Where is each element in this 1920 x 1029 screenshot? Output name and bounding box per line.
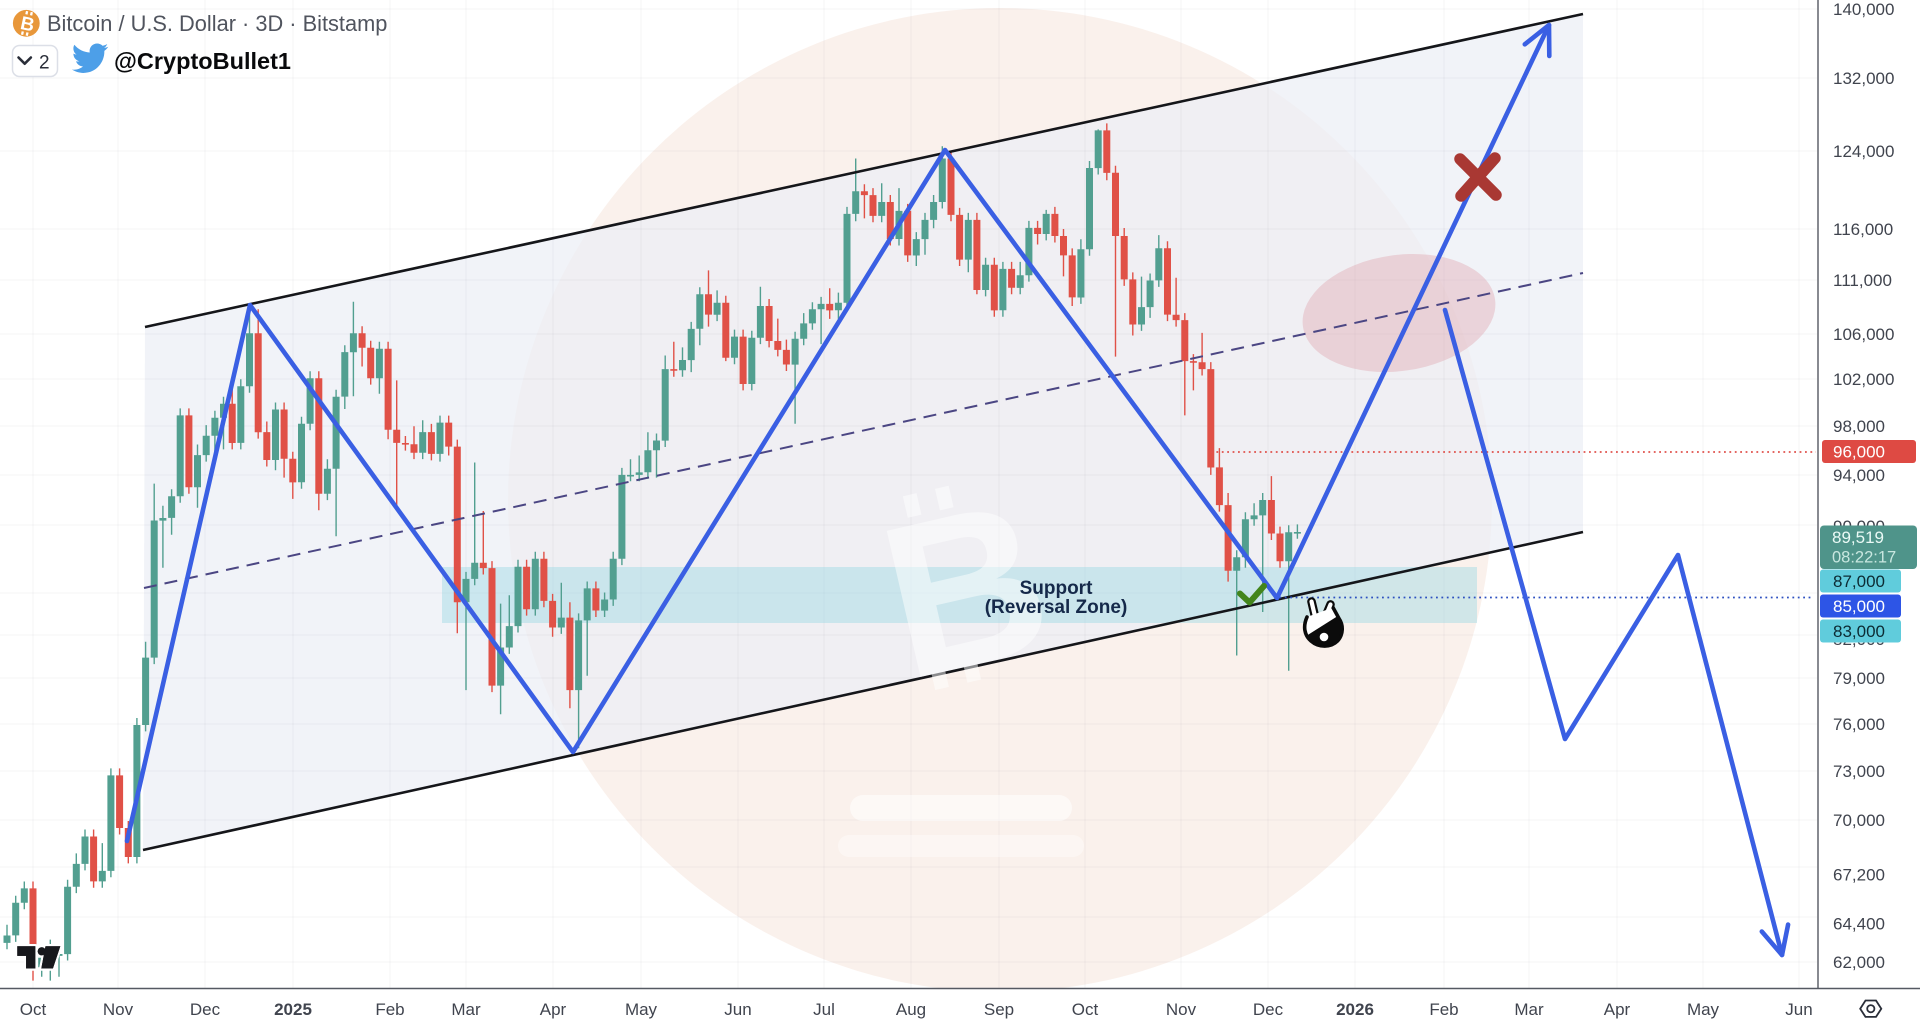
svg-text:76,000: 76,000 [1833,715,1885,734]
svg-text:79,000: 79,000 [1833,669,1885,688]
svg-text:Sep: Sep [984,1000,1014,1019]
svg-text:Jul: Jul [813,1000,835,1019]
svg-text:2: 2 [39,53,50,74]
svg-text:Nov: Nov [103,1000,134,1019]
svg-text:94,000: 94,000 [1833,466,1885,485]
svg-text:@CryptoBullet1: @CryptoBullet1 [114,48,291,74]
svg-text:May: May [625,1000,658,1019]
svg-text:98,000: 98,000 [1833,417,1885,436]
svg-text:83,000: 83,000 [1833,622,1885,641]
svg-text:140,000: 140,000 [1833,0,1894,19]
svg-text:67,200: 67,200 [1833,866,1885,885]
svg-text:2025: 2025 [274,1000,312,1019]
svg-text:Mar: Mar [1514,1000,1544,1019]
svg-text:85,000: 85,000 [1833,597,1885,616]
svg-text:Feb: Feb [1429,1000,1458,1019]
svg-text:Oct: Oct [20,1000,47,1019]
svg-text:Mar: Mar [451,1000,481,1019]
svg-text:Dec: Dec [1253,1000,1284,1019]
svg-text:Dec: Dec [190,1000,221,1019]
svg-text:106,000: 106,000 [1833,325,1894,344]
svg-text:Support: Support [1020,578,1093,599]
svg-text:Feb: Feb [375,1000,404,1019]
svg-text:Jun: Jun [724,1000,751,1019]
svg-text:124,000: 124,000 [1833,142,1894,161]
svg-text:Bitcoin / U.S. Dollar · 3D · B: Bitcoin / U.S. Dollar · 3D · Bitstamp [47,11,387,36]
svg-text:96,000: 96,000 [1833,443,1885,462]
svg-text:Apr: Apr [540,1000,567,1019]
svg-text:Jun: Jun [1785,1000,1812,1019]
svg-text:2026: 2026 [1336,1000,1374,1019]
svg-text:89,519: 89,519 [1832,528,1884,547]
svg-text:May: May [1687,1000,1720,1019]
svg-text:Oct: Oct [1072,1000,1099,1019]
svg-text:64,400: 64,400 [1833,915,1885,934]
svg-text:Apr: Apr [1604,1000,1631,1019]
svg-text:08:22:17: 08:22:17 [1832,549,1896,567]
svg-text:Aug: Aug [896,1000,926,1019]
svg-text:132,000: 132,000 [1833,69,1894,88]
svg-text:116,000: 116,000 [1833,220,1893,239]
svg-text:Nov: Nov [1166,1000,1197,1019]
svg-text:70,000: 70,000 [1833,811,1885,830]
svg-text:111,000: 111,000 [1833,271,1892,290]
svg-text:62,000: 62,000 [1833,953,1885,972]
svg-text:87,000: 87,000 [1833,572,1885,591]
svg-text:(Reversal Zone): (Reversal Zone) [985,597,1128,618]
svg-text:102,000: 102,000 [1833,370,1894,389]
svg-text:73,000: 73,000 [1833,762,1885,781]
svg-text:B: B [18,13,36,36]
